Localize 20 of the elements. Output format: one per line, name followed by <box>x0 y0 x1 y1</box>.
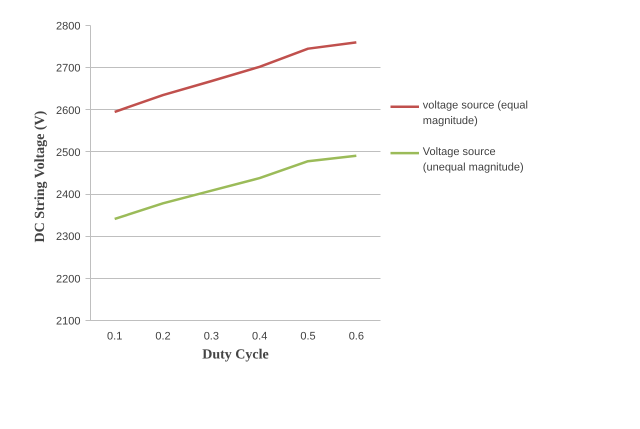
legend-label: Voltage source (unequal magnitude) <box>422 146 524 174</box>
line-series <box>113 41 358 114</box>
legend-label: voltage source (equal magnitude) <box>422 99 528 128</box>
y-tick-label: 2100 <box>56 316 81 328</box>
y-tick-label: 2300 <box>56 231 81 244</box>
y-tick-label: 2400 <box>56 189 81 202</box>
line-series <box>113 154 358 220</box>
y-axis-title: DC String Voltage (V) <box>33 110 48 243</box>
y-tick-label: 2500 <box>56 146 81 159</box>
x-tick-label: 0.1 <box>107 330 122 342</box>
x-tick-label: 0.3 <box>204 330 219 342</box>
x-tick-label: 0.4 <box>252 330 268 342</box>
y-tick-label: 2800 <box>56 20 81 32</box>
x-tick-label: 0.5 <box>300 330 316 342</box>
x-axis-title: Duty Cycle <box>202 348 269 362</box>
y-tick-label: 2700 <box>56 62 81 75</box>
x-tick-label: 0.6 <box>348 330 364 342</box>
y-tick-label: 2600 <box>56 104 81 117</box>
x-tick-label: 0.2 <box>155 330 171 342</box>
y-tick-label: 2200 <box>56 273 81 286</box>
